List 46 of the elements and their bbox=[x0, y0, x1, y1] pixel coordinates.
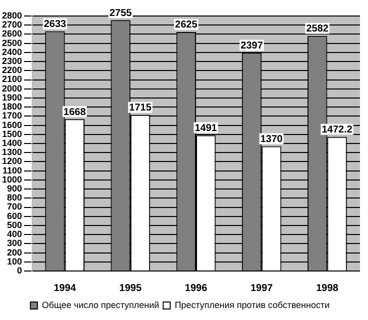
data-label: 2582 bbox=[306, 24, 329, 35]
y-tick-label: 300 bbox=[6, 238, 22, 248]
legend-label: Преступления против собственности bbox=[174, 300, 330, 310]
y-tick-label: 2800 bbox=[2, 10, 22, 20]
data-label: 2625 bbox=[175, 20, 198, 31]
y-tick-label: 700 bbox=[6, 202, 22, 212]
data-label: 2397 bbox=[240, 40, 264, 52]
y-tick-label: 1100 bbox=[2, 165, 22, 176]
y-tick-label: 2500 bbox=[2, 38, 22, 48]
y-tick-label: 500 bbox=[6, 220, 22, 230]
y-tick-label: 1300 bbox=[2, 147, 22, 158]
y-tick-label: 2300 bbox=[2, 56, 22, 66]
y-tick-label: 2700 bbox=[2, 20, 22, 30]
y-tick-label: 0 bbox=[17, 265, 22, 276]
y-tick-label: 1600 bbox=[2, 120, 22, 130]
y-tick-label: 1900 bbox=[2, 92, 22, 102]
x-tick-label: 1997 bbox=[250, 282, 274, 294]
y-tick-label: 2600 bbox=[2, 28, 22, 39]
data-label: 2755 bbox=[109, 8, 132, 19]
y-tick-label: 1800 bbox=[2, 102, 22, 112]
legend-label: Общее число преступлений bbox=[42, 300, 160, 310]
x-tick-label: 1998 bbox=[316, 282, 339, 294]
y-tick-label: 2200 bbox=[2, 65, 22, 76]
y-tick-label: 400 bbox=[6, 229, 22, 240]
y-tick-label: 2100 bbox=[2, 74, 22, 84]
y-tick-label: 1000 bbox=[2, 174, 22, 184]
y-tick-label: 1500 bbox=[2, 128, 22, 139]
data-label: 1370 bbox=[260, 134, 284, 145]
y-tick-label: 1200 bbox=[2, 156, 22, 166]
data-label: 1491 bbox=[194, 122, 218, 134]
y-tick-label: 800 bbox=[6, 192, 22, 203]
y-tick-label: 2000 bbox=[2, 83, 22, 94]
y-tick-label: 100 bbox=[6, 256, 22, 266]
data-label: 1668 bbox=[64, 106, 86, 118]
data-label: 1715 bbox=[129, 102, 152, 114]
y-tick-label: 1700 bbox=[2, 110, 22, 121]
y-tick-label: 900 bbox=[6, 184, 22, 194]
x-tick-label: 1996 bbox=[184, 282, 208, 294]
x-tick-label: 1994 bbox=[54, 282, 76, 294]
x-tick-label: 1995 bbox=[119, 282, 142, 294]
y-tick-label: 1400 bbox=[2, 138, 22, 148]
data-label: 2633 bbox=[44, 18, 67, 30]
y-tick-label: 2400 bbox=[2, 46, 22, 57]
y-tick-label: 200 bbox=[6, 247, 22, 258]
data-label: 1472.2 bbox=[322, 124, 353, 136]
y-tick-label: 600 bbox=[6, 210, 22, 221]
